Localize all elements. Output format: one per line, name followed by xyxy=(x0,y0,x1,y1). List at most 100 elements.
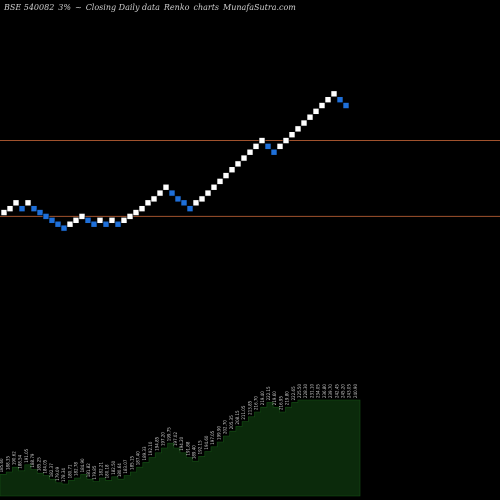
description-label: Closing Daily data xyxy=(85,3,160,12)
down-brick xyxy=(60,224,68,232)
volume-label: 185.60 xyxy=(0,458,4,472)
volume-label: 208.15 xyxy=(235,410,240,424)
volume-label: 192.10 xyxy=(148,441,153,455)
up-brick xyxy=(300,119,308,127)
volume-label: 194.60 xyxy=(204,435,209,449)
down-brick xyxy=(186,205,194,212)
up-brick xyxy=(96,217,104,224)
up-brick xyxy=(108,217,116,224)
volume-label: 185.25 xyxy=(36,457,41,471)
down-brick xyxy=(90,220,98,228)
up-brick xyxy=(198,195,206,203)
down-brick xyxy=(168,189,176,197)
up-brick xyxy=(150,195,158,203)
volume-label: 189.40 xyxy=(192,445,197,459)
volume-label: 243.05 xyxy=(347,384,352,398)
volume-label: 240.90 xyxy=(353,384,358,398)
up-brick xyxy=(210,183,218,191)
renko-bricks xyxy=(0,90,350,232)
volume-label: 216.70 xyxy=(254,396,259,410)
up-brick xyxy=(234,160,242,168)
volume-label: 179.85 xyxy=(92,465,97,479)
down-brick xyxy=(264,143,272,150)
volume-label: 182.21 xyxy=(98,462,103,476)
up-brick xyxy=(138,205,146,212)
volume-label: 199.90 xyxy=(216,426,221,440)
down-brick xyxy=(18,205,26,212)
volume-label: 236.80 xyxy=(322,384,327,398)
down-brick xyxy=(54,220,62,228)
up-brick xyxy=(246,148,254,156)
volume-label: 179.09 xyxy=(55,466,60,480)
volume-profile: 185.60 188.35 190.62 188.54 191.05 188.79 185.… xyxy=(0,384,361,497)
up-brick xyxy=(306,113,314,121)
site-label: MunafaSutra.com xyxy=(223,3,296,12)
volume-label: 180.64 xyxy=(117,463,122,477)
symbol-label: BSE 540082 xyxy=(4,3,55,12)
charts-word-label: charts xyxy=(193,3,220,12)
volume-label: 188.79 xyxy=(30,453,35,467)
down-brick xyxy=(180,199,188,207)
volume-label: 180.18 xyxy=(105,464,110,478)
up-brick xyxy=(162,183,170,191)
up-brick xyxy=(78,213,86,220)
volume-label: 234.05 xyxy=(316,384,321,398)
down-brick xyxy=(36,209,44,216)
volume-label: 178.34 xyxy=(61,468,66,482)
volume-label: 222.65 xyxy=(291,386,296,400)
volume-label: 182.37 xyxy=(49,463,54,477)
up-brick xyxy=(216,178,224,185)
volume-label: 197.20 xyxy=(161,432,166,446)
up-brick xyxy=(222,172,230,179)
up-brick xyxy=(330,90,338,98)
up-brick xyxy=(228,166,236,174)
volume-label: 197.02 xyxy=(173,432,178,446)
volume-label: 189.33 xyxy=(142,446,147,460)
up-brick xyxy=(294,125,302,133)
up-brick xyxy=(0,209,8,216)
down-brick xyxy=(174,195,182,203)
down-brick xyxy=(342,102,350,109)
volume-label: 219.80 xyxy=(285,391,290,405)
down-brick xyxy=(30,205,38,212)
down-brick xyxy=(48,217,56,224)
up-brick xyxy=(156,189,164,197)
up-brick xyxy=(318,102,326,109)
up-brick xyxy=(132,209,140,216)
volume-label: 222.15 xyxy=(266,386,271,400)
volume-label: 188.35 xyxy=(5,456,10,470)
arrow-label: ~ xyxy=(74,3,82,12)
volume-label: 191.05 xyxy=(24,448,29,462)
volume-label: 194.85 xyxy=(154,436,159,450)
down-brick xyxy=(270,148,278,156)
volume-label: 228.30 xyxy=(303,384,308,398)
volume-label: 239.70 xyxy=(328,384,333,398)
volume-label: 188.54 xyxy=(18,454,23,468)
volume-label: 211.05 xyxy=(241,405,246,419)
chart-name-label: Renko xyxy=(163,3,190,12)
chart-title: BSE 540082 3% ~ Closing Daily data Renko char… xyxy=(4,3,300,12)
up-brick xyxy=(276,143,284,150)
up-brick xyxy=(192,199,200,207)
down-brick xyxy=(42,213,50,220)
up-brick xyxy=(72,217,80,224)
up-brick xyxy=(66,220,74,228)
volume-label: 199.75 xyxy=(167,427,172,441)
volume-label: 242.45 xyxy=(334,384,339,398)
volume-label: 187.40 xyxy=(136,451,141,465)
up-brick xyxy=(24,199,32,207)
up-brick xyxy=(258,137,266,144)
volume-label: 219.60 xyxy=(272,391,277,405)
volume-label: 213.85 xyxy=(247,400,252,414)
volume-label: 245.20 xyxy=(341,384,346,398)
volume-label: 182.78 xyxy=(74,462,79,476)
volume-label: 182.50 xyxy=(111,460,116,474)
volume-label: 225.50 xyxy=(297,384,302,398)
down-brick xyxy=(84,217,92,224)
up-brick xyxy=(312,108,320,115)
volume-label: 184.90 xyxy=(80,458,85,472)
up-brick xyxy=(120,217,128,224)
down-brick xyxy=(102,220,110,228)
volume-area xyxy=(0,399,361,497)
